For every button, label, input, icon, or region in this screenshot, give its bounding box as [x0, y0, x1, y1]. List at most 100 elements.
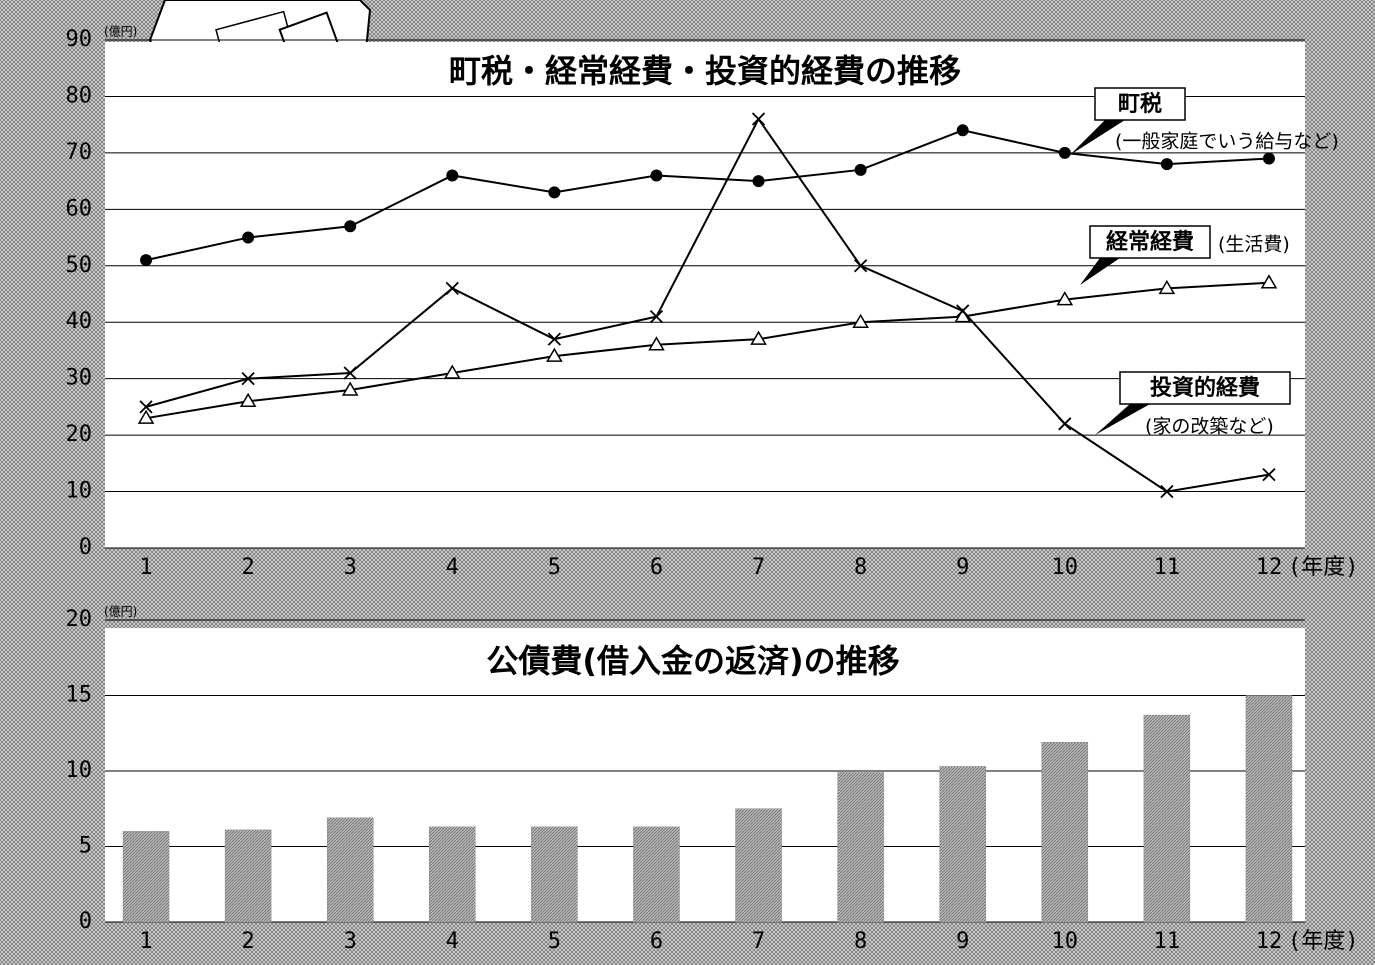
marker — [443, 364, 461, 379]
marker — [650, 169, 663, 182]
marker — [242, 231, 255, 244]
bar — [837, 772, 884, 923]
x-tick-label: 8 — [854, 555, 867, 580]
bar — [122, 831, 170, 923]
legend-note: (家の改築など) — [1145, 416, 1274, 438]
marker — [547, 332, 562, 346]
marker — [239, 392, 257, 407]
marker — [649, 309, 664, 324]
marker — [1260, 274, 1278, 289]
y-unit: (億円) — [104, 25, 137, 39]
marker — [750, 330, 767, 345]
x-tick-label: 4 — [446, 555, 459, 580]
bar — [939, 766, 986, 923]
x-tick-label: 5 — [548, 555, 561, 580]
x-tick-label: 11 — [1154, 555, 1181, 580]
marker — [548, 186, 561, 199]
y-tick-label: 30 — [66, 366, 93, 391]
plot-area — [105, 628, 1305, 922]
bar — [633, 826, 680, 923]
legend-label: 投資的経費 — [1150, 375, 1260, 401]
y-unit: (億円) — [104, 605, 137, 619]
series-line — [145, 129, 1270, 262]
y-tick-label: 10 — [66, 479, 93, 504]
x-tick-label: 11 — [1154, 929, 1181, 954]
bar — [1143, 714, 1191, 923]
x-tick-label: 7 — [752, 929, 765, 954]
y-tick-label: 90 — [66, 27, 93, 52]
legend-box — [1119, 371, 1291, 405]
marker — [241, 372, 255, 386]
x-tick-label: 3 — [344, 555, 357, 580]
x-tick-label: 2 — [242, 555, 255, 580]
marker — [344, 220, 357, 233]
bar — [1245, 695, 1293, 923]
legend-label: 経常経費 — [1106, 229, 1194, 255]
marker — [1262, 467, 1276, 482]
callout-pointer — [1070, 120, 1125, 155]
x-tick-label: 1 — [139, 929, 152, 954]
x-axis-label: (年度) — [1288, 929, 1359, 954]
bar — [531, 826, 578, 923]
legend-box — [1089, 225, 1211, 259]
marker — [956, 304, 970, 318]
marker — [446, 169, 459, 182]
marker — [854, 163, 867, 176]
x-tick-label: 12 — [1256, 929, 1283, 954]
y-tick-label: 20 — [66, 607, 93, 632]
legend-box — [1094, 87, 1186, 121]
x-tick-label: 10 — [1052, 555, 1079, 580]
marker — [1158, 279, 1176, 295]
y-tick-label: 0 — [79, 535, 92, 560]
bar — [1041, 742, 1089, 923]
callout-pointer — [1095, 404, 1150, 435]
y-tick-label: 80 — [66, 83, 93, 108]
series-line — [145, 117, 1270, 493]
x-tick-label: 12 — [1256, 555, 1283, 580]
marker — [752, 175, 765, 188]
marker — [1058, 417, 1072, 431]
y-tick-label: 10 — [66, 758, 93, 783]
marker — [1056, 291, 1074, 306]
x-tick-label: 2 — [242, 929, 255, 954]
legend-label: 町税 — [1118, 91, 1162, 117]
x-tick-label: 4 — [446, 929, 459, 954]
x-tick-label: 1 — [139, 555, 152, 580]
y-tick-label: 5 — [79, 834, 92, 859]
marker — [1058, 146, 1071, 159]
marker — [140, 254, 153, 267]
marker — [648, 336, 665, 351]
bar — [429, 826, 476, 923]
marker — [137, 409, 155, 424]
marker — [546, 347, 563, 362]
marker — [445, 281, 459, 295]
y-tick-label: 70 — [66, 140, 93, 165]
x-tick-label: 6 — [650, 929, 663, 954]
chart-title: 公債費(借入金の返済)の推移 — [486, 642, 899, 680]
y-tick-label: 60 — [66, 196, 93, 221]
legend-note: (一般家庭でいう給与など) — [1115, 131, 1339, 153]
marker — [853, 259, 868, 273]
y-tick-label: 15 — [66, 683, 93, 708]
marker — [956, 124, 969, 137]
legend-note: (生活費) — [1218, 234, 1290, 256]
x-tick-label: 7 — [752, 555, 765, 580]
y-tick-label: 0 — [79, 909, 92, 934]
x-axis-label: (年度) — [1288, 555, 1359, 580]
x-tick-label: 9 — [956, 929, 969, 954]
marker — [1262, 152, 1275, 165]
y-tick-label: 20 — [66, 422, 93, 447]
chart-title: 町税・経常経費・投資的経費の推移 — [449, 52, 961, 90]
y-tick-label: 50 — [66, 253, 93, 278]
marker — [1160, 484, 1174, 499]
bar — [326, 817, 374, 923]
x-tick-label: 8 — [854, 929, 867, 954]
series-line — [145, 281, 1270, 420]
marker — [139, 400, 153, 414]
x-tick-label: 5 — [548, 929, 561, 954]
x-tick-label: 3 — [344, 929, 357, 954]
bar — [735, 808, 782, 923]
marker — [751, 112, 766, 126]
bar — [224, 829, 272, 923]
